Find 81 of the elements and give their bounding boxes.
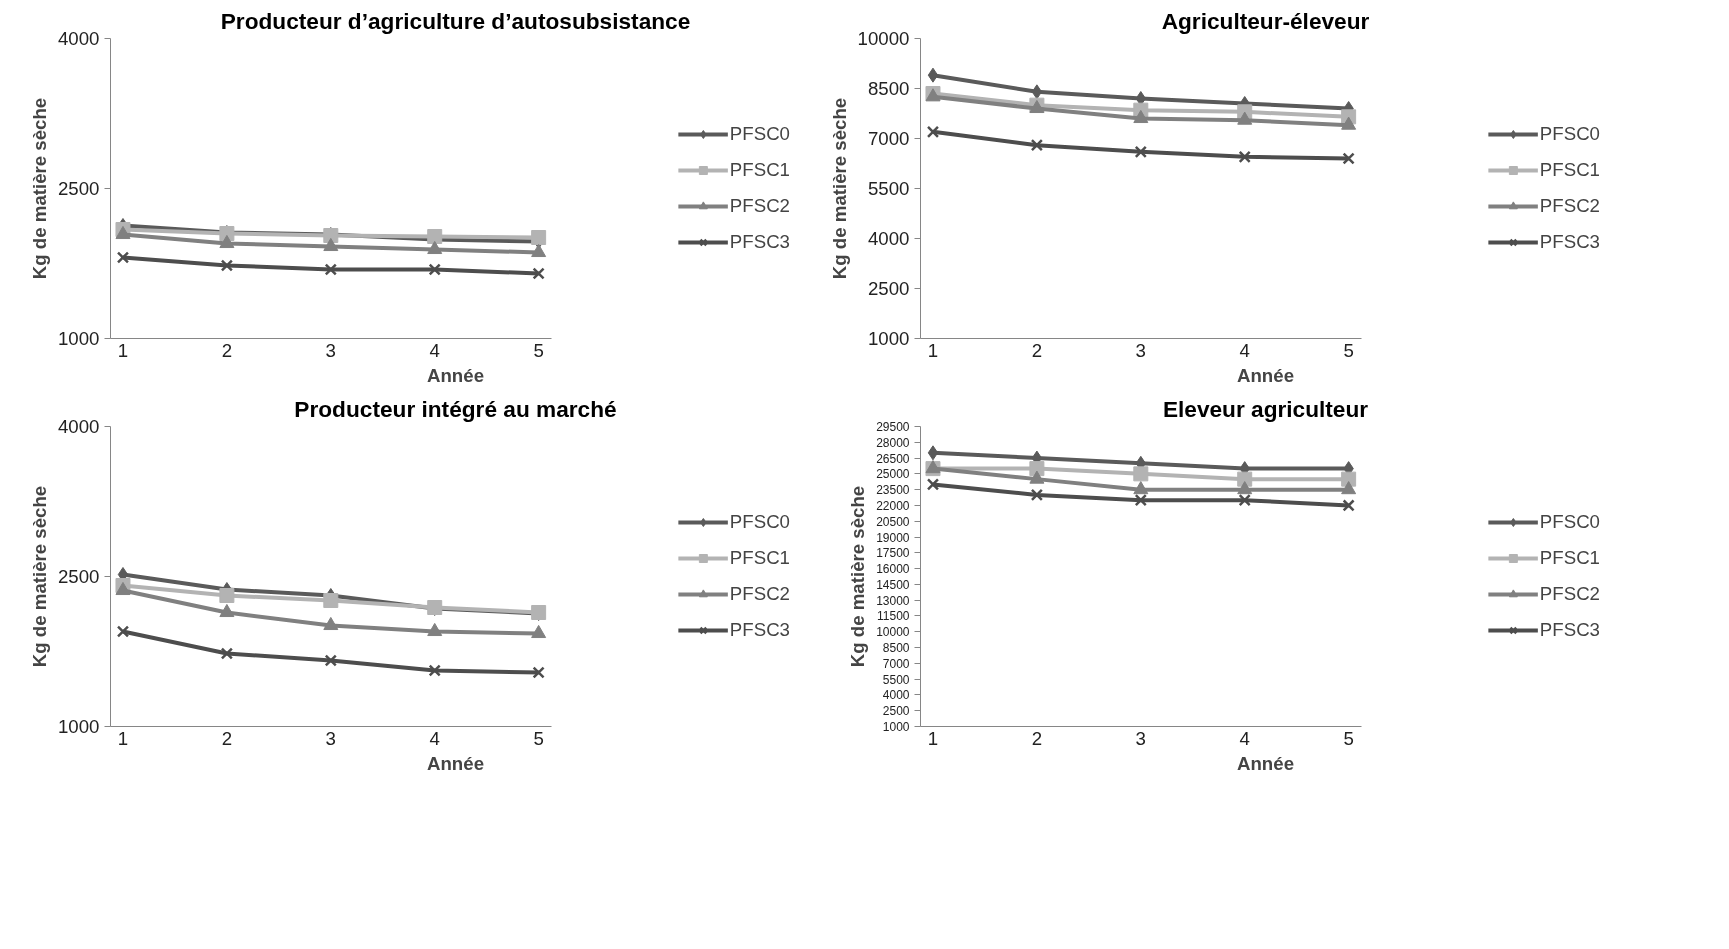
x-tick-label: 1	[117, 727, 129, 749]
x-tick-label: 3	[325, 339, 336, 361]
legend-label: PFSC0	[729, 511, 790, 533]
y-tick-label: 1000	[58, 328, 100, 349]
y-tick-label: 8500	[868, 78, 910, 99]
legend-label: PFSC2	[1539, 195, 1600, 217]
legend-label: PFSC1	[729, 547, 790, 569]
y-axis-title: Kg de matière sèche	[29, 485, 50, 668]
y-tick-label: 2500	[868, 278, 910, 299]
x-tick-label: 2	[1031, 339, 1043, 361]
legend-label: PFSC3	[1539, 231, 1600, 253]
legend-label: PFSC3	[729, 619, 790, 641]
y-axis-title: Kg de matière sèche	[847, 485, 869, 668]
y-tick-label: 26500	[876, 451, 910, 466]
x-tick-label: 2	[1031, 727, 1043, 749]
chart-title: Producteur intégré au marché	[294, 395, 617, 422]
y-tick-label: 16000	[876, 562, 910, 577]
x-tick-label: 5	[1343, 727, 1354, 749]
y-tick-label: 1000	[868, 328, 910, 349]
y-tick-label: 19000	[876, 530, 910, 545]
x-tick-label: 1	[927, 339, 939, 361]
y-tick-label: 11500	[877, 609, 910, 624]
x-tick-label: 5	[1343, 339, 1354, 361]
y-tick-label: 14500	[876, 577, 910, 592]
y-tick-label: 7000	[882, 656, 910, 671]
y-tick-label: 28000	[876, 435, 910, 450]
chart-title: Producteur d’agriculture d’autosubsistance	[220, 7, 691, 34]
legend-label: PFSC3	[1539, 619, 1600, 641]
y-tick-label: 5500	[882, 672, 910, 687]
y-tick-label: 1000	[58, 716, 100, 737]
x-axis-title: Année	[426, 364, 485, 386]
x-tick-label: 4	[1239, 339, 1250, 361]
y-tick-label: 25000	[876, 467, 910, 482]
y-tick-label: 10000	[876, 625, 910, 640]
x-tick-label: 5	[533, 727, 544, 749]
x-tick-label: 4	[1239, 727, 1250, 749]
x-tick-label: 3	[325, 727, 336, 749]
y-tick-label: 2500	[58, 178, 100, 199]
x-axis-title: Année	[1236, 752, 1295, 774]
y-tick-label: 23500	[876, 483, 910, 498]
y-tick-label: 10000	[857, 28, 910, 49]
chart-title: Eleveur agriculteur	[1162, 395, 1369, 422]
y-axis-title: Kg de matière sèche	[29, 97, 50, 280]
x-tick-label: 3	[1135, 727, 1146, 749]
x-tick-label: 2	[221, 727, 233, 749]
legend-label: PFSC2	[1539, 583, 1600, 605]
legend-label: PFSC1	[729, 159, 790, 181]
legend-label: PFSC2	[729, 583, 790, 605]
y-tick-label: 2500	[58, 566, 100, 587]
y-tick-label: 17500	[876, 546, 910, 561]
y-tick-label: 5500	[868, 178, 910, 199]
y-tick-label: 8500	[882, 641, 910, 656]
y-tick-label: 29500	[876, 420, 910, 434]
legend-label: PFSC2	[729, 195, 790, 217]
y-tick-label: 22000	[876, 498, 910, 513]
legend-label: PFSC0	[1539, 123, 1600, 145]
legend-label: PFSC0	[729, 123, 790, 145]
y-tick-label: 4000	[868, 228, 910, 249]
legend-label: PFSC1	[1539, 547, 1600, 569]
x-tick-label: 4	[429, 727, 440, 749]
x-tick-label: 4	[429, 339, 440, 361]
x-tick-label: 3	[1135, 339, 1146, 361]
x-tick-label: 1	[927, 727, 939, 749]
y-tick-label: 4000	[882, 688, 910, 703]
y-tick-label: 2500	[882, 704, 910, 719]
y-tick-label: 4000	[58, 416, 100, 437]
chart-title: Agriculteur-éleveur	[1161, 7, 1370, 34]
y-tick-label: 4000	[58, 28, 100, 49]
x-axis-title: Année	[1236, 364, 1295, 386]
x-tick-label: 1	[117, 339, 129, 361]
x-tick-label: 5	[533, 339, 544, 361]
legend-label: PFSC3	[729, 231, 790, 253]
y-tick-label: 20500	[876, 514, 910, 529]
legend-label: PFSC0	[1539, 511, 1600, 533]
x-tick-label: 2	[221, 339, 233, 361]
y-tick-label: 7000	[868, 128, 910, 149]
x-axis-title: Année	[426, 752, 485, 774]
y-axis-title: Kg de matière sèche	[828, 97, 850, 280]
legend-label: PFSC1	[1539, 159, 1600, 181]
y-tick-label: 13000	[876, 593, 910, 608]
y-tick-label: 1000	[882, 720, 910, 734]
